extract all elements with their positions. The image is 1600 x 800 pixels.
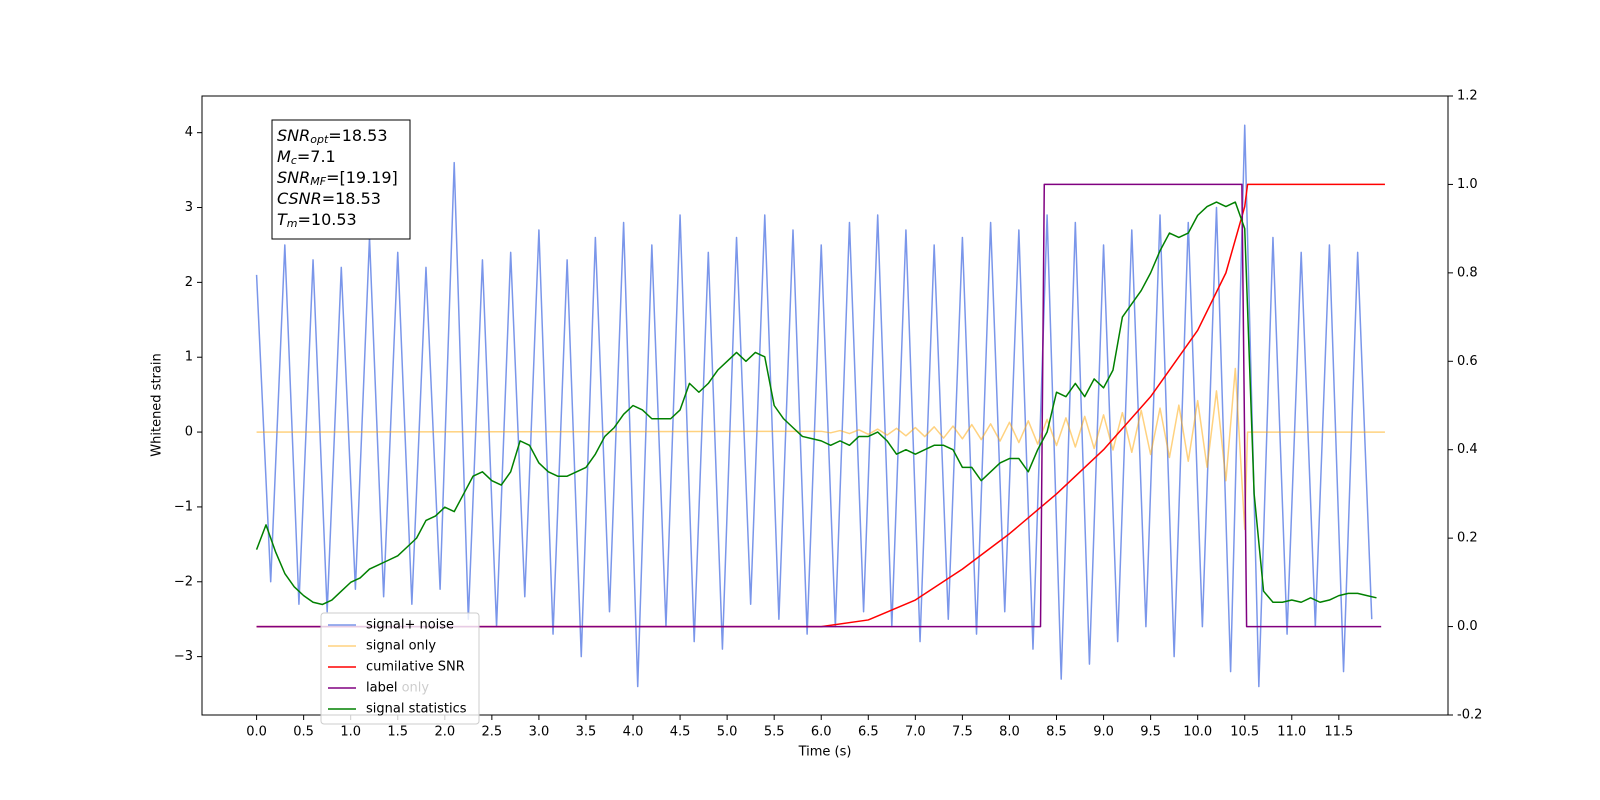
y-axis-label: Whitened strain [150, 353, 165, 456]
x-tick-label: 5.5 [764, 725, 785, 740]
x-tick-label: 10.0 [1183, 725, 1212, 740]
y-tick-label: 3 [185, 200, 193, 215]
x-tick-label: 8.0 [999, 725, 1020, 740]
y-tick-label: −1 [174, 499, 193, 514]
annotation-value: =10.53 [298, 210, 357, 229]
annotation-line: SNRopt=18.53 [277, 126, 388, 147]
x-tick-label: 0.0 [246, 725, 267, 740]
y-tick-label: 2 [185, 275, 193, 290]
y-tick-label: 4 [185, 125, 193, 140]
x-tick-label: 11.0 [1277, 725, 1306, 740]
y2-tick-label: 0.6 [1457, 354, 1478, 369]
y2-tick-label: 1.0 [1457, 177, 1478, 192]
annotation-symbol: T [277, 210, 288, 229]
annotation-line: Mc=7.1 [277, 147, 336, 168]
annotation-value: =18.53 [322, 189, 381, 208]
annotation-value: =7.1 [297, 147, 336, 166]
x-tick-label: 11.5 [1324, 725, 1353, 740]
x-tick-label: 8.5 [1046, 725, 1067, 740]
x-tick-label: 1.5 [387, 725, 408, 740]
x-tick-label: 9.5 [1140, 725, 1161, 740]
legend-label: signal statistics [366, 702, 467, 717]
annotation-subscript: m [287, 217, 298, 230]
y2-tick-label: 0.4 [1457, 442, 1478, 457]
annotation-line: SNRMF=[19.19] [277, 168, 398, 189]
x-axis-label: Time (s) [798, 745, 852, 760]
annotation-line: CSNR=18.53 [277, 189, 381, 208]
y-tick-label: −2 [174, 574, 193, 589]
annotation-value: =[19.19] [326, 168, 398, 187]
x-tick-label: 3.5 [576, 725, 597, 740]
annotation-symbol: M [277, 147, 291, 166]
x-tick-label: 0.5 [293, 725, 314, 740]
x-tick-label: 2.5 [482, 725, 503, 740]
annotation-value: =18.53 [328, 126, 387, 145]
x-tick-label: 6.5 [858, 725, 879, 740]
x-tick-label: 2.0 [434, 725, 455, 740]
legend-label: label [366, 681, 397, 696]
annotation-subscript: c [291, 154, 297, 167]
x-tick-label: 4.0 [623, 725, 644, 740]
y2-tick-label: 0.2 [1457, 531, 1478, 546]
x-tick-label: 3.0 [529, 725, 550, 740]
annotation-box [271, 119, 411, 240]
x-tick-label: 7.5 [952, 725, 973, 740]
plot-frame [201, 95, 1449, 716]
x-tick-label: 4.5 [670, 725, 691, 740]
legend-label: cumilative SNR [366, 660, 465, 675]
annotation-line: Tm=10.53 [277, 210, 357, 231]
x-tick-label: 1.0 [340, 725, 361, 740]
y-tick-label: −3 [174, 649, 193, 664]
annotation-symbol: CSNR [277, 189, 322, 208]
y2-tick-label: -0.2 [1457, 708, 1482, 723]
series-line [255, 201, 1377, 606]
x-tick-label: 10.5 [1230, 725, 1259, 740]
legend-box [320, 612, 480, 725]
y-tick-label: 1 [185, 350, 193, 365]
y2-tick-label: 0.8 [1457, 265, 1478, 280]
annotation-symbol: SNR [277, 126, 310, 145]
legend-label: signal only [366, 639, 436, 654]
annotation-symbol: SNR [277, 168, 310, 187]
series-line [256, 367, 1385, 531]
x-tick-label: 6.0 [811, 725, 832, 740]
y2-tick-label: 1.2 [1457, 89, 1478, 104]
annotation-subscript: MF [310, 175, 326, 188]
y2-tick-label: 0.0 [1457, 619, 1478, 634]
x-tick-label: 7.0 [905, 725, 926, 740]
x-tick-label: 5.0 [717, 725, 738, 740]
y-tick-label: 0 [185, 425, 193, 440]
x-tick-label: 9.0 [1093, 725, 1114, 740]
annotation-subscript: opt [310, 133, 329, 146]
series-line [256, 183, 1382, 628]
legend-label: signal+ noise [366, 618, 454, 633]
